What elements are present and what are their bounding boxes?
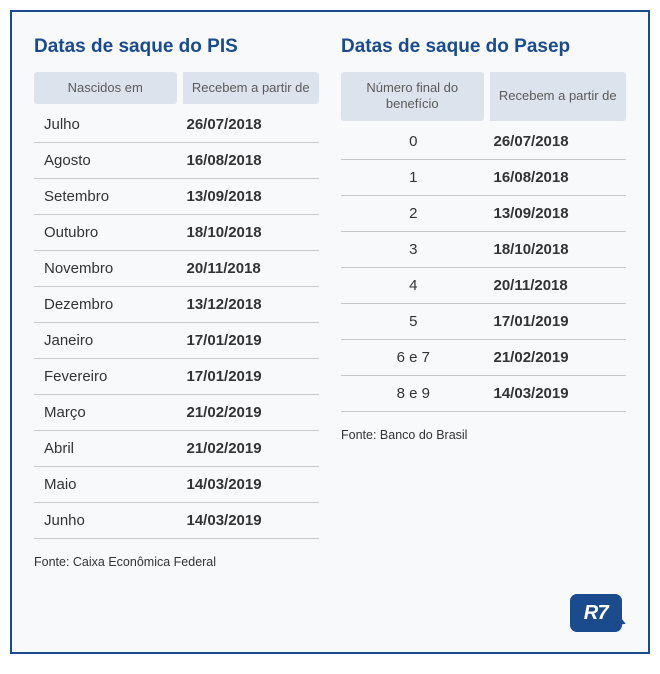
table-cell: 0 xyxy=(341,121,484,160)
table-row: Janeiro17/01/2019 xyxy=(34,323,319,359)
pasep-col-header-0: Número final do benefício xyxy=(341,72,484,121)
table-cell: 5 xyxy=(341,304,484,340)
table-row: 8 e 914/03/2019 xyxy=(341,376,626,412)
table-row: Dezembro13/12/2018 xyxy=(34,287,319,323)
r7-logo-text: R7 xyxy=(584,602,609,625)
pasep-col-header-1: Recebem a partir de xyxy=(484,72,627,121)
r7-logo: R7 xyxy=(570,594,622,632)
table-row: 026/07/2018 xyxy=(341,121,626,160)
table-cell: 21/02/2019 xyxy=(484,340,627,376)
pasep-tbody: 026/07/2018116/08/2018213/09/2018318/10/… xyxy=(341,121,626,412)
table-row: Março21/02/2019 xyxy=(34,395,319,431)
table-cell: Abril xyxy=(34,431,177,467)
table-cell: 14/03/2019 xyxy=(177,467,320,503)
table-cell: 4 xyxy=(341,268,484,304)
table-cell: 16/08/2018 xyxy=(177,143,320,179)
table-row: 116/08/2018 xyxy=(341,160,626,196)
table-cell: 26/07/2018 xyxy=(484,121,627,160)
table-cell: Março xyxy=(34,395,177,431)
table-cell: 2 xyxy=(341,196,484,232)
table-row: Junho14/03/2019 xyxy=(34,503,319,539)
table-cell: Maio xyxy=(34,467,177,503)
table-row: Agosto16/08/2018 xyxy=(34,143,319,179)
table-row: Novembro20/11/2018 xyxy=(34,251,319,287)
table-cell: 13/09/2018 xyxy=(177,179,320,215)
pis-source: Fonte: Caixa Econômica Federal xyxy=(34,555,319,569)
table-row: 213/09/2018 xyxy=(341,196,626,232)
table-row: 420/11/2018 xyxy=(341,268,626,304)
table-cell: 18/10/2018 xyxy=(177,215,320,251)
table-cell: 17/01/2019 xyxy=(177,359,320,395)
table-row: 517/01/2019 xyxy=(341,304,626,340)
table-row: Fevereiro17/01/2019 xyxy=(34,359,319,395)
table-cell: 20/11/2018 xyxy=(484,268,627,304)
table-cell: Agosto xyxy=(34,143,177,179)
table-cell: Setembro xyxy=(34,179,177,215)
table-cell: 17/01/2019 xyxy=(484,304,627,340)
table-cell: 16/08/2018 xyxy=(484,160,627,196)
table-row: Maio14/03/2019 xyxy=(34,467,319,503)
table-cell: 3 xyxy=(341,232,484,268)
table-cell: Novembro xyxy=(34,251,177,287)
pasep-column: Datas de saque do Pasep Número final do … xyxy=(341,36,626,632)
table-row: Setembro13/09/2018 xyxy=(34,179,319,215)
table-cell: Outubro xyxy=(34,215,177,251)
infographic-frame: Datas de saque do PIS Nascidos em Recebe… xyxy=(10,10,650,654)
table-cell: Junho xyxy=(34,503,177,539)
pis-table: Nascidos em Recebem a partir de Julho26/… xyxy=(34,72,319,539)
table-cell: 1 xyxy=(341,160,484,196)
pis-title: Datas de saque do PIS xyxy=(34,36,319,58)
pis-col-header-1: Recebem a partir de xyxy=(177,72,320,104)
table-cell: Fevereiro xyxy=(34,359,177,395)
table-cell: 6 e 7 xyxy=(341,340,484,376)
pis-col-header-0: Nascidos em xyxy=(34,72,177,104)
table-cell: 20/11/2018 xyxy=(177,251,320,287)
pis-column: Datas de saque do PIS Nascidos em Recebe… xyxy=(34,36,319,632)
table-cell: 8 e 9 xyxy=(341,376,484,412)
table-row: 318/10/2018 xyxy=(341,232,626,268)
table-row: Julho26/07/2018 xyxy=(34,104,319,143)
table-cell: Dezembro xyxy=(34,287,177,323)
table-row: Outubro18/10/2018 xyxy=(34,215,319,251)
pasep-table: Número final do benefício Recebem a part… xyxy=(341,72,626,412)
pasep-source: Fonte: Banco do Brasil xyxy=(341,428,626,442)
pis-tbody: Julho26/07/2018Agosto16/08/2018Setembro1… xyxy=(34,104,319,539)
table-cell: Julho xyxy=(34,104,177,143)
table-cell: 13/12/2018 xyxy=(177,287,320,323)
table-row: 6 e 721/02/2019 xyxy=(341,340,626,376)
table-row: Abril21/02/2019 xyxy=(34,431,319,467)
table-cell: 14/03/2019 xyxy=(484,376,627,412)
table-cell: 14/03/2019 xyxy=(177,503,320,539)
table-cell: 21/02/2019 xyxy=(177,431,320,467)
pasep-title: Datas de saque do Pasep xyxy=(341,36,626,58)
table-cell: 18/10/2018 xyxy=(484,232,627,268)
table-cell: 26/07/2018 xyxy=(177,104,320,143)
table-cell: Janeiro xyxy=(34,323,177,359)
table-cell: 13/09/2018 xyxy=(484,196,627,232)
table-cell: 21/02/2019 xyxy=(177,395,320,431)
table-cell: 17/01/2019 xyxy=(177,323,320,359)
